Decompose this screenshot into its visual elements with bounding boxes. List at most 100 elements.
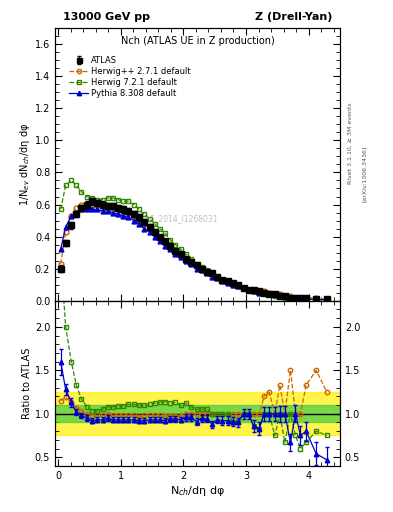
Pythia 8.308 default xyxy=(121,212,126,219)
Pythia 8.308 default xyxy=(178,254,183,261)
Herwig++ 2.7.1 default xyxy=(251,286,256,292)
Pythia 8.308 default xyxy=(157,238,162,244)
Herwig 7.2.1 default xyxy=(189,256,193,262)
Herwig++ 2.7.1 default xyxy=(262,288,266,294)
Herwig 7.2.1 default xyxy=(251,288,256,294)
Pythia 8.308 default xyxy=(116,211,121,217)
Herwig++ 2.7.1 default xyxy=(231,280,235,286)
Herwig 7.2.1 default xyxy=(121,198,126,204)
Herwig++ 2.7.1 default xyxy=(152,230,157,237)
Herwig 7.2.1 default xyxy=(95,197,99,203)
Pythia 8.308 default xyxy=(147,229,152,235)
Pythia 8.308 default xyxy=(226,280,230,286)
Herwig 7.2.1 default xyxy=(235,283,240,289)
Herwig++ 2.7.1 default xyxy=(293,294,298,301)
Herwig 7.2.1 default xyxy=(257,290,261,296)
Text: Nch (ATLAS UE in Z production): Nch (ATLAS UE in Z production) xyxy=(121,36,274,47)
Herwig++ 2.7.1 default xyxy=(110,205,115,211)
Herwig++ 2.7.1 default xyxy=(141,221,146,227)
Herwig++ 2.7.1 default xyxy=(147,225,152,231)
Herwig++ 2.7.1 default xyxy=(267,290,272,296)
Text: 13000 GeV pp: 13000 GeV pp xyxy=(63,12,150,22)
Herwig++ 2.7.1 default xyxy=(116,206,121,212)
Text: [arXiv:1306.3436]: [arXiv:1306.3436] xyxy=(362,146,367,202)
Herwig 7.2.1 default xyxy=(241,285,246,291)
Y-axis label: Ratio to ATLAS: Ratio to ATLAS xyxy=(22,348,32,419)
Herwig 7.2.1 default xyxy=(325,296,329,303)
Pythia 8.308 default xyxy=(231,282,235,288)
Pythia 8.308 default xyxy=(262,290,266,296)
Herwig 7.2.1 default xyxy=(105,195,110,201)
X-axis label: N$_{ch}$/dη dφ: N$_{ch}$/dη dφ xyxy=(170,483,225,498)
Pythia 8.308 default xyxy=(126,215,130,221)
Herwig 7.2.1 default xyxy=(137,206,141,212)
Pythia 8.308 default xyxy=(141,225,146,231)
Herwig++ 2.7.1 default xyxy=(199,266,204,272)
Pythia 8.308 default xyxy=(272,291,277,297)
Pythia 8.308 default xyxy=(100,208,105,214)
Herwig 7.2.1 default xyxy=(141,211,146,217)
Herwig 7.2.1 default xyxy=(246,286,251,292)
Herwig++ 2.7.1 default xyxy=(304,294,309,301)
Herwig 7.2.1 default xyxy=(100,197,105,203)
Herwig 7.2.1 default xyxy=(288,294,293,301)
Herwig 7.2.1 default xyxy=(262,290,266,296)
Herwig++ 2.7.1 default xyxy=(137,218,141,224)
Herwig++ 2.7.1 default xyxy=(288,293,293,299)
Pythia 8.308 default xyxy=(79,206,84,212)
Herwig++ 2.7.1 default xyxy=(314,295,318,302)
Herwig++ 2.7.1 default xyxy=(157,235,162,241)
Herwig++ 2.7.1 default xyxy=(95,201,99,207)
Herwig++ 2.7.1 default xyxy=(235,282,240,288)
Pythia 8.308 default xyxy=(293,294,298,301)
Herwig 7.2.1 default xyxy=(58,206,63,212)
Pythia 8.308 default xyxy=(105,208,110,214)
Herwig 7.2.1 default xyxy=(298,296,303,302)
Herwig 7.2.1 default xyxy=(204,267,209,273)
Bar xyxy=(55,392,340,436)
Pythia 8.308 default xyxy=(298,295,303,302)
Pythia 8.308 default xyxy=(210,273,215,280)
Herwig 7.2.1 default xyxy=(304,296,309,302)
Herwig 7.2.1 default xyxy=(173,242,178,248)
Herwig++ 2.7.1 default xyxy=(74,205,79,211)
Herwig++ 2.7.1 default xyxy=(69,212,73,219)
Text: Z (Drell-Yan): Z (Drell-Yan) xyxy=(255,12,332,22)
Herwig 7.2.1 default xyxy=(132,201,136,207)
Pythia 8.308 default xyxy=(251,288,256,294)
Herwig++ 2.7.1 default xyxy=(79,201,84,207)
Text: Rivet 3.1.10, ≥ 3M events: Rivet 3.1.10, ≥ 3M events xyxy=(348,102,353,184)
Pythia 8.308 default xyxy=(235,283,240,289)
Text: ATLAS_2014_I1268031: ATLAS_2014_I1268031 xyxy=(131,215,218,223)
Pythia 8.308 default xyxy=(288,294,293,301)
Pythia 8.308 default xyxy=(189,261,193,267)
Herwig 7.2.1 default xyxy=(163,230,167,237)
Herwig 7.2.1 default xyxy=(184,251,188,258)
Herwig 7.2.1 default xyxy=(126,198,130,204)
Pythia 8.308 default xyxy=(325,296,329,303)
Y-axis label: 1/N$_{ev}$ dN$_{ch}$/dη dφ: 1/N$_{ev}$ dN$_{ch}$/dη dφ xyxy=(18,123,32,206)
Pythia 8.308 default xyxy=(163,243,167,249)
Bar xyxy=(55,405,340,422)
Herwig 7.2.1 default xyxy=(226,279,230,285)
Herwig 7.2.1 default xyxy=(277,293,282,299)
Line: Herwig 7.2.1 default: Herwig 7.2.1 default xyxy=(58,178,329,302)
Herwig++ 2.7.1 default xyxy=(58,261,63,267)
Herwig++ 2.7.1 default xyxy=(90,201,94,207)
Pythia 8.308 default xyxy=(168,246,173,252)
Herwig++ 2.7.1 default xyxy=(277,291,282,297)
Pythia 8.308 default xyxy=(74,209,79,216)
Line: Pythia 8.308 default: Pythia 8.308 default xyxy=(58,207,329,302)
Herwig++ 2.7.1 default xyxy=(226,279,230,285)
Pythia 8.308 default xyxy=(215,275,220,282)
Herwig++ 2.7.1 default xyxy=(194,262,199,268)
Herwig++ 2.7.1 default xyxy=(184,256,188,262)
Pythia 8.308 default xyxy=(277,293,282,299)
Herwig 7.2.1 default xyxy=(220,277,224,283)
Herwig 7.2.1 default xyxy=(231,282,235,288)
Pythia 8.308 default xyxy=(220,279,224,285)
Pythia 8.308 default xyxy=(194,266,199,272)
Herwig++ 2.7.1 default xyxy=(63,229,68,235)
Herwig++ 2.7.1 default xyxy=(298,294,303,301)
Pythia 8.308 default xyxy=(90,206,94,212)
